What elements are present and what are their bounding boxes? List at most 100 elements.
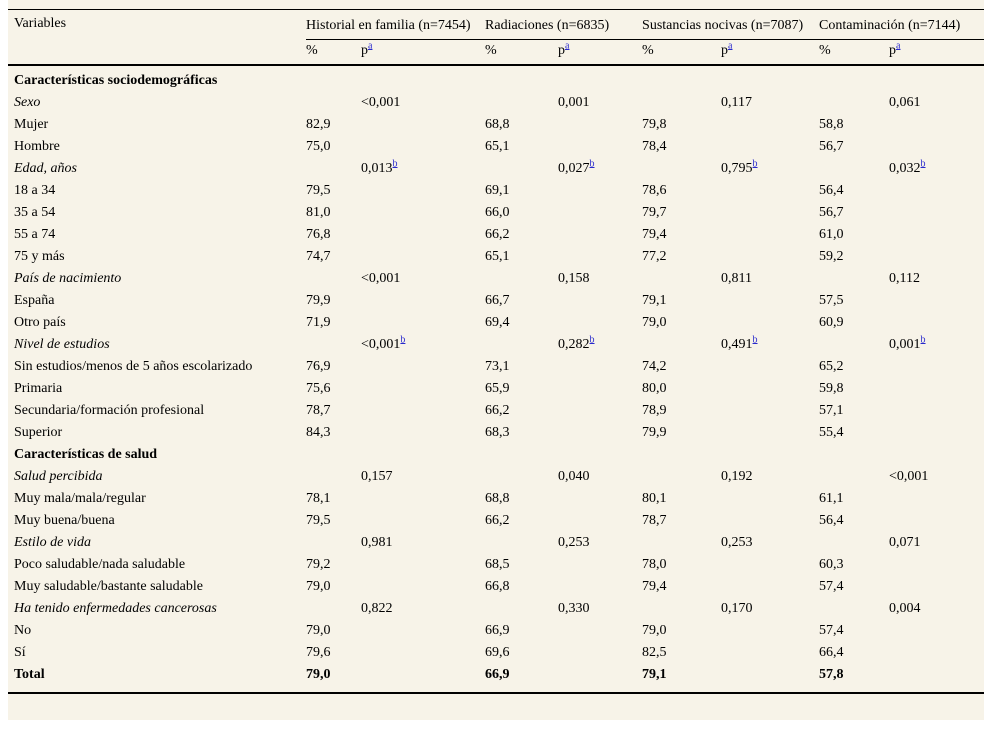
percent-cell: 66,0: [485, 202, 558, 224]
p-value-cell: [889, 444, 984, 466]
cell-value: 57,4: [819, 623, 844, 638]
footnote-link-a[interactable]: a: [565, 40, 570, 52]
footnote-link-b[interactable]: b: [400, 334, 406, 346]
cell-value: 74,7: [306, 249, 331, 264]
footnote-link-b[interactable]: b: [589, 334, 595, 346]
cell-value: 0,032: [889, 161, 921, 176]
p-value-cell: [889, 576, 984, 598]
p-value-cell: [889, 224, 984, 246]
row-label-text: Otro país: [14, 315, 66, 330]
cell-value: 65,1: [485, 249, 510, 264]
p-value-cell: [721, 422, 819, 444]
percent-cell: 61,1: [819, 488, 889, 510]
row-label: 55 a 74: [8, 224, 306, 246]
cell-value: 0,027: [558, 161, 590, 176]
cell-value: 0,040: [558, 469, 590, 484]
p-value-cell: 0,027b: [558, 158, 642, 180]
percent-cell: 59,8: [819, 378, 889, 400]
percent-cell: 61,0: [819, 224, 889, 246]
row-label-text: Superior: [14, 425, 63, 440]
footnote-link-b[interactable]: b: [752, 334, 758, 346]
cell-value: 71,9: [306, 315, 331, 330]
p-value-cell: [721, 65, 819, 92]
cell-value: 79,2: [306, 557, 331, 572]
percent-cell: 66,9: [485, 664, 558, 693]
footnote-link-b[interactable]: b: [752, 158, 758, 170]
p-value-cell: 0,117: [721, 92, 819, 114]
footnote-link-b[interactable]: b: [392, 158, 398, 170]
footnote-link-a[interactable]: a: [896, 40, 901, 52]
p-value-cell: 0,491b: [721, 334, 819, 356]
percent-cell: 59,2: [819, 246, 889, 268]
percent-cell: 75,6: [306, 378, 361, 400]
row-label: Hombre: [8, 136, 306, 158]
row-label: Superior: [8, 422, 306, 444]
percent-cell: [642, 532, 721, 554]
row-label: Nivel de estudios: [8, 334, 306, 356]
cell-value: 79,9: [642, 425, 667, 440]
percent-cell: 55,4: [819, 422, 889, 444]
p-value-cell: [361, 290, 485, 312]
cell-value: 0,330: [558, 601, 590, 616]
percent-cell: [306, 65, 361, 92]
percent-cell: 66,9: [485, 620, 558, 642]
p-value-cell: <0,001: [361, 268, 485, 290]
percent-cell: [642, 92, 721, 114]
p-value-cell: [889, 246, 984, 268]
table-row: Salud percibida 0,157 0,040 0,192 <0,001: [8, 466, 984, 488]
footnote-link-b[interactable]: b: [589, 158, 595, 170]
row-label-text: 55 a 74: [14, 227, 56, 242]
cell-value: 75,0: [306, 139, 331, 154]
footnote-link-b[interactable]: b: [920, 158, 926, 170]
percent-cell: 79,7: [642, 202, 721, 224]
percent-cell: 74,2: [642, 356, 721, 378]
row-label: 18 a 34: [8, 180, 306, 202]
table-row: Primaria 75,6 65,9 80,0 59,8: [8, 378, 984, 400]
footnote-link-b[interactable]: b: [920, 334, 926, 346]
table-row: Ha tenido enfermedades cancerosas 0,822 0…: [8, 598, 984, 620]
percent-cell: 73,1: [485, 356, 558, 378]
percent-cell: 76,8: [306, 224, 361, 246]
p-value-cell: [721, 114, 819, 136]
cell-value: 77,2: [642, 249, 667, 264]
row-label: Sin estudios/menos de 5 años escolarizad…: [8, 356, 306, 378]
row-label: España: [8, 290, 306, 312]
percent-cell: 78,4: [642, 136, 721, 158]
row-label-text: Sí: [14, 645, 26, 660]
p-value-cell: [889, 202, 984, 224]
percent-cell: [306, 532, 361, 554]
cell-value: 0,822: [361, 601, 393, 616]
p-value-cell: <0,001: [361, 92, 485, 114]
cell-value: 61,1: [819, 491, 844, 506]
row-label: 35 a 54: [8, 202, 306, 224]
p-value-cell: [361, 422, 485, 444]
cell-value: 75,6: [306, 381, 331, 396]
p-column-header: pa: [721, 39, 820, 66]
cell-value: 79,1: [642, 667, 667, 682]
percent-cell: 57,4: [819, 620, 889, 642]
percent-cell: 82,5: [642, 642, 721, 664]
footnote-link-a[interactable]: a: [728, 40, 733, 52]
row-label: Poco saludable/nada saludable: [8, 554, 306, 576]
row-label-text: Muy saludable/bastante saludable: [14, 579, 203, 594]
row-label-text: País de nacimiento: [14, 271, 122, 286]
cell-value: 57,5: [819, 293, 844, 308]
table-row: Superior 84,3 68,3 79,9 55,4: [8, 422, 984, 444]
p-value-cell: [558, 290, 642, 312]
table-row: Nivel de estudios <0,001b 0,282b 0,491b 0,0…: [8, 334, 984, 356]
p-value-cell: [361, 554, 485, 576]
row-label: Sí: [8, 642, 306, 664]
percent-cell: [642, 598, 721, 620]
p-value-cell: <0,001: [889, 466, 984, 488]
p-value-cell: 0,811: [721, 268, 819, 290]
table-row: No 79,0 66,9 79,0 57,4: [8, 620, 984, 642]
footnote-link-a[interactable]: a: [368, 40, 373, 52]
row-label: Mujer: [8, 114, 306, 136]
cell-value: 0,004: [889, 601, 921, 616]
percent-cell: 66,2: [485, 510, 558, 532]
p-value-cell: [721, 180, 819, 202]
row-label: Primaria: [8, 378, 306, 400]
percent-cell: 65,9: [485, 378, 558, 400]
percent-cell: 71,9: [306, 312, 361, 334]
cell-value: 66,2: [485, 513, 510, 528]
